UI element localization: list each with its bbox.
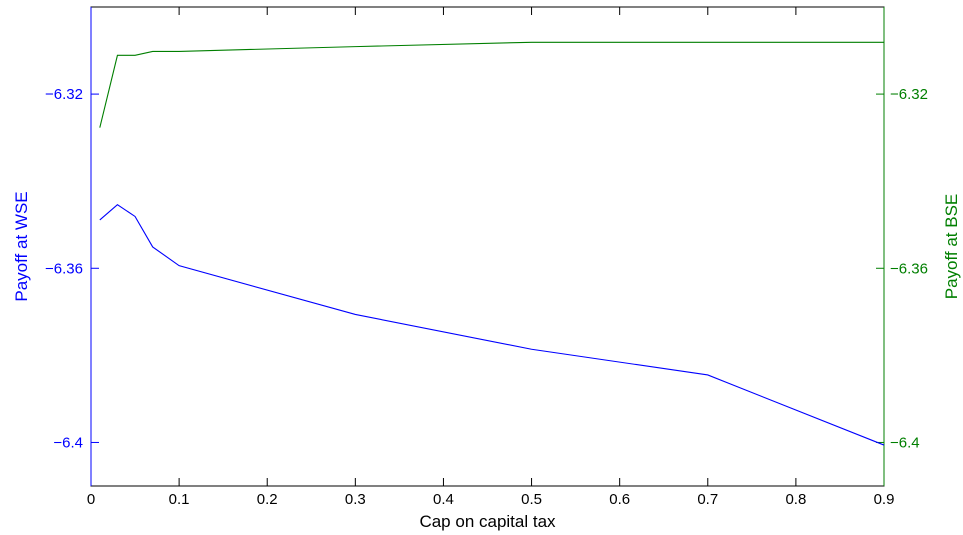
x-tick-label: 0: [87, 491, 95, 508]
x-axis-title: Cap on capital tax: [419, 512, 556, 531]
plot-area-frame: [90, 6, 885, 487]
y-axis-right-title: Payoff at BSE: [942, 194, 961, 300]
y-right-tick-label: −6.4: [890, 434, 920, 451]
y-left-tick-label: −6.4: [53, 434, 83, 451]
y-left-tick-label: −6.36: [45, 260, 83, 277]
x-tick-label: 0.9: [874, 491, 895, 508]
x-tick-label: 0.3: [345, 491, 366, 508]
y-left-tick-label: −6.32: [45, 86, 83, 103]
x-tick-label: 0.8: [785, 491, 806, 508]
series-layer: [99, 41, 885, 446]
x-tick-label: 0.5: [521, 491, 542, 508]
y-axis-right: −6.32 −6.36 −6.4: [876, 7, 928, 486]
series-line-bse: [99, 41, 884, 128]
series-line-wse: [99, 204, 885, 446]
x-tick-label: 0.6: [609, 491, 630, 508]
x-tick-label: 0.4: [433, 491, 454, 508]
y-axis-left-title: Payoff at WSE: [12, 191, 31, 301]
x-tick-label: 0.7: [697, 491, 718, 508]
y-right-tick-label: −6.32: [890, 86, 928, 103]
y-right-tick-label: −6.36: [890, 260, 928, 277]
x-tick-label: 0.2: [257, 491, 278, 508]
x-tick-label: 0.1: [169, 491, 190, 508]
y-axis-left: −6.32 −6.36 −6.4: [45, 7, 99, 486]
x-axis: 0 0.1 0.2 0.3 0.4 0.5 0.6 0.7 0.8 0.9: [87, 7, 895, 508]
